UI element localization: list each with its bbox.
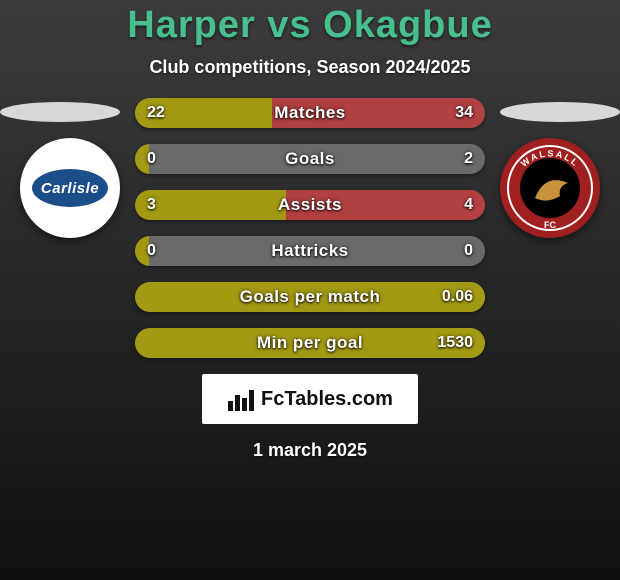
content-root: Harper vs Okagbue Club competitions, Sea… <box>0 0 620 461</box>
stat-bars: Matches2234Goals02Assists34Hattricks00Go… <box>135 98 485 358</box>
stat-value-right: 0.06 <box>442 282 473 312</box>
page-title: Harper vs Okagbue <box>0 0 620 47</box>
stat-row: Goals per match0.06 <box>135 282 485 312</box>
bars-icon <box>227 387 255 411</box>
footer-logo-text: FcTables.com <box>261 388 393 411</box>
svg-text:FC: FC <box>544 220 556 230</box>
stat-value-right: 2 <box>464 144 473 174</box>
team-badge-right: WALSALLFC <box>500 138 600 238</box>
team-badge-left-text: Carlisle <box>32 169 108 207</box>
stat-label: Min per goal <box>135 328 485 358</box>
stat-row: Assists3 4 <box>135 190 485 220</box>
stat-row: Min per goal1530 <box>135 328 485 358</box>
footer-logo: FcTables.com <box>202 374 418 424</box>
subtitle: Club competitions, Season 2024/2025 <box>0 57 620 78</box>
stat-value-left: 22 <box>147 98 165 128</box>
stat-label: Goals <box>135 144 485 174</box>
footer-brand-rest: Tables.com <box>284 388 393 410</box>
comparison-stage: Carlisle WALSALLFC Matches2234Goals02Ass… <box>0 98 620 358</box>
stat-row: Matches22 34 <box>135 98 485 128</box>
stat-label: Hattricks <box>135 236 485 266</box>
stat-value-left: 0 <box>147 236 156 266</box>
stat-value-right: 0 <box>464 236 473 266</box>
ellipse-right <box>500 102 620 122</box>
stat-row: Goals0 2 <box>135 144 485 174</box>
ellipse-left <box>0 102 120 122</box>
footer-brand-bold: Fc <box>261 388 284 410</box>
footer-date: 1 march 2025 <box>0 440 620 461</box>
stat-value-right: 4 <box>464 190 473 220</box>
stat-label: Matches <box>135 98 485 128</box>
stat-row: Hattricks0 0 <box>135 236 485 266</box>
stat-value-right: 1530 <box>437 328 473 358</box>
team-badge-left: Carlisle <box>20 138 120 238</box>
stat-value-left: 3 <box>147 190 156 220</box>
stat-label: Assists <box>135 190 485 220</box>
stat-value-left: 0 <box>147 144 156 174</box>
stat-label: Goals per match <box>135 282 485 312</box>
stat-value-right: 34 <box>455 98 473 128</box>
